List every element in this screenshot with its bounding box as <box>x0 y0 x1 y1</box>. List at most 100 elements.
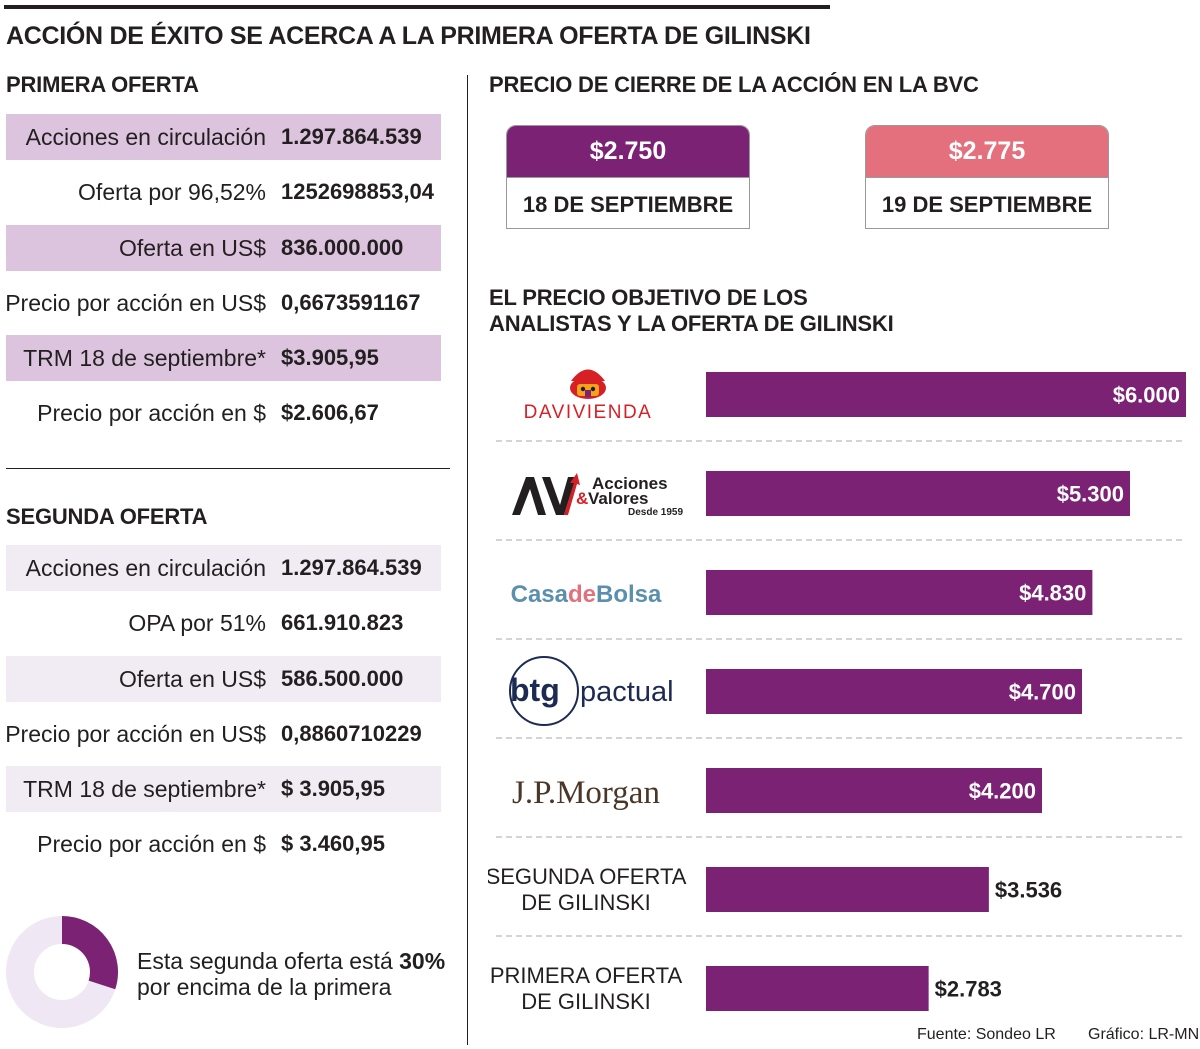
row-band <box>6 655 441 702</box>
row-label: Precio por acción en $ <box>37 831 266 858</box>
category-label-primera-line2: DE GILINSKI <box>521 989 651 1014</box>
chart-title: EL PRECIO OBJETIVO DE LOS ANALISTAS Y LA… <box>489 285 894 337</box>
category-label-segunda-line1: SEGUNDA OFERTA <box>488 864 687 889</box>
chart-title-line: ANALISTAS Y LA OFERTA DE GILINSKI <box>489 311 894 336</box>
table-row: Acciones en circulación 1.297.864.539 <box>6 114 466 160</box>
bar-value-label: $4.700 <box>1009 680 1076 705</box>
row-value: 586.500.000 <box>281 665 404 691</box>
row-label: Precio por acción en US$ <box>5 720 266 747</box>
row-label: Precio por acción en $ <box>37 400 266 427</box>
row-value: $ 3.460,95 <box>281 831 385 857</box>
acciones-valores-logo: Acciones & Valores Desde 1959 <box>512 473 683 518</box>
casadebolsa-logo: CasadeBolsa <box>511 581 662 608</box>
graphic-credit: Gráfico: LR-MN <box>1088 1026 1200 1043</box>
row-label: Acciones en circulación <box>25 124 266 150</box>
row-label: TRM 18 de septiembre* <box>23 776 266 803</box>
comparison-text-start: Esta segunda oferta está <box>137 948 400 974</box>
btg-logo-part2: pactual <box>580 676 674 708</box>
chart-title-line: EL PRECIO OBJETIVO DE LOS <box>489 285 808 310</box>
row-value: 1.297.864.539 <box>281 124 422 149</box>
row-band <box>6 114 441 160</box>
closing-price-date: 19 DE SEPTIEMBRE <box>866 177 1108 228</box>
page-title: ACCIÓN DE ÉXITO SE ACERCA A LA PRIMERA O… <box>6 22 811 50</box>
closing-price-value: $2.750 <box>507 126 749 177</box>
bar-series: $6.000 $5.300 $4.830 $4.700 $4.200 $3.536 $2.7… <box>706 372 1186 1011</box>
percentage-donut <box>6 916 118 1028</box>
comparison-text-end: por encima de la primera <box>137 974 392 1000</box>
table-row: Precio por acción en $ $2.606,67 <box>6 390 466 436</box>
table-row: TRM 18 de septiembre* $ 3.905,95 <box>6 766 466 813</box>
row-label: TRM 18 de septiembre* <box>23 345 266 372</box>
av-logo-line3: Desde 1959 <box>628 507 683 518</box>
bar-value-label: $4.200 <box>969 779 1036 804</box>
btg-pactual-logo: btg pactual <box>509 656 674 726</box>
row-value: $3.905,95 <box>281 345 379 371</box>
table-row: Acciones en circulación 1.297.864.539 <box>6 545 466 591</box>
table-row: TRM 18 de septiembre* $3.905,95 <box>6 335 466 382</box>
category-label-segunda-line2: DE GILINSKI <box>521 890 651 915</box>
table-row: Precio por acción en US$ 0,6673591167 <box>5 280 466 326</box>
bar <box>706 669 1082 714</box>
row-band <box>6 766 441 813</box>
donut-arc <box>61 916 118 990</box>
bar-value-label: $5.300 <box>1057 482 1124 507</box>
av-logo-line1: Acciones <box>592 474 668 493</box>
segunda-oferta-table: Acciones en circulación 1.297.864.539 OP… <box>5 545 466 877</box>
target-price-bar-chart: DAVIVIENDA Acciones & Valores Desde 1959… <box>488 369 1186 1014</box>
casadebolsa-logo-part3: Bolsa <box>596 581 662 608</box>
btg-circle-icon <box>509 656 579 726</box>
bar <box>706 570 1093 615</box>
row-label: OPA por 51% <box>128 610 266 637</box>
row-label: Oferta por 96,52% <box>78 179 266 206</box>
closing-price-heading: PRECIO DE CIERRE DE LA ACCIÓN EN LA BVC <box>489 72 979 97</box>
column-divider <box>467 75 468 1045</box>
bar-value-label: $4.830 <box>1019 581 1086 606</box>
av-logo-line2: Valores <box>588 489 649 508</box>
row-band <box>6 224 441 271</box>
bar <box>706 966 929 1011</box>
table-row: Oferta en US$ 836.000.000 <box>6 224 466 271</box>
row-band <box>6 545 441 591</box>
source-note: Fuente: Sondeo LR <box>917 1026 1056 1043</box>
jpmorgan-logo: J.P.Morgan <box>512 775 660 811</box>
comparison-percent: 30% <box>399 948 446 974</box>
closing-price-card: $2.750 18 DE SEPTIEMBRE <box>506 125 750 229</box>
casadebolsa-logo-part1: Casa <box>511 581 569 608</box>
av-mark-icon <box>512 473 580 515</box>
davivienda-logo-text: DAVIVIENDA <box>524 402 653 423</box>
category-label-primera-line1: PRIMERA OFERTA <box>490 963 683 988</box>
bar <box>706 372 1186 417</box>
segunda-oferta-heading: SEGUNDA OFERTA <box>6 504 208 529</box>
primera-oferta-table: Acciones en circulación 1.297.864.539 Of… <box>5 114 466 446</box>
bar-value-label: $6.000 <box>1113 383 1180 408</box>
row-label: Acciones en circulación <box>25 555 266 581</box>
btg-logo-part1: btg <box>510 672 560 708</box>
bar <box>706 867 989 912</box>
bar-value-label: $3.536 <box>995 878 1062 903</box>
row-value: 0,8860710229 <box>281 720 422 746</box>
row-value: $2.606,67 <box>281 400 379 426</box>
closing-price-card: $2.775 19 DE SEPTIEMBRE <box>865 125 1109 229</box>
table-row: Precio por acción en US$ 0,8860710229 <box>5 711 466 757</box>
primera-oferta-heading: PRIMERA OFERTA <box>6 72 199 97</box>
table-row: OPA por 51% 661.910.823 <box>6 600 466 646</box>
bar <box>706 471 1130 516</box>
comparison-text: Esta segunda oferta está 30% por encima … <box>137 948 467 1000</box>
row-value: $ 3.905,95 <box>281 776 385 802</box>
row-value: 0,6673591167 <box>281 289 421 315</box>
closing-price-value: $2.775 <box>866 126 1108 177</box>
table-row: Oferta en US$ 586.500.000 <box>6 655 466 702</box>
section-divider <box>6 468 450 469</box>
row-dividers <box>496 440 1186 937</box>
row-value: 661.910.823 <box>281 610 404 636</box>
row-label: Oferta en US$ <box>118 665 266 692</box>
closing-price-date: 18 DE SEPTIEMBRE <box>507 177 749 228</box>
row-band <box>6 335 441 382</box>
row-label: Oferta en US$ <box>118 234 266 261</box>
row-value: 1.297.864.539 <box>281 555 422 580</box>
davivienda-logo: DAVIVIENDA <box>524 369 653 423</box>
table-row: Oferta por 96,52% 1252698853,04 <box>6 169 466 215</box>
row-value: 1252698853,04 <box>281 179 434 205</box>
top-rule <box>4 5 830 9</box>
row-value: 836.000.000 <box>281 234 404 260</box>
